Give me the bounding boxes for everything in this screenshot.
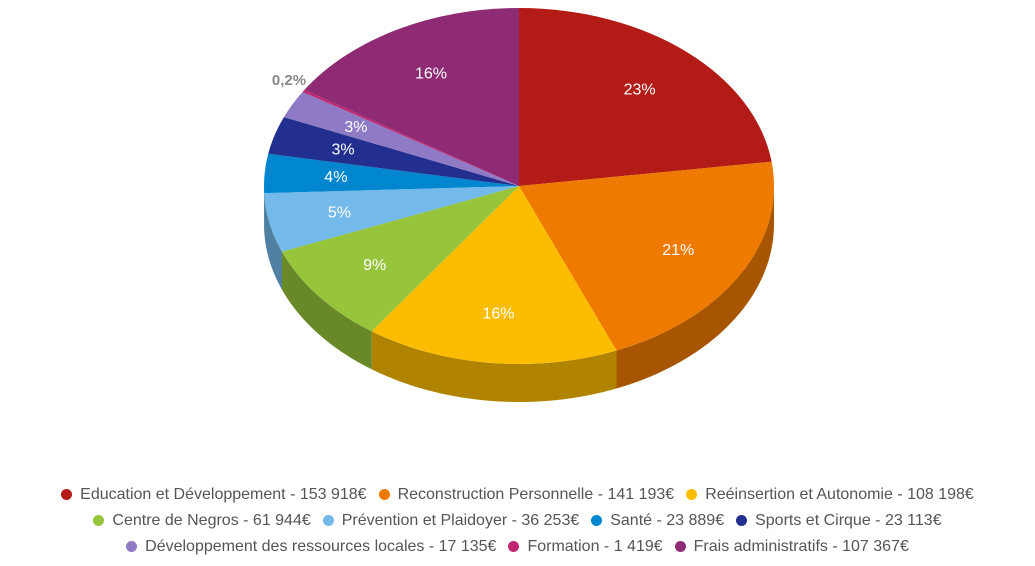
- legend-item[interactable]: Reéinsertion et Autonomie - 108 198€: [686, 482, 974, 508]
- slice-label: 5%: [328, 205, 351, 222]
- legend-dot-icon: [61, 489, 73, 500]
- legend-item[interactable]: Santé - 23 889€: [591, 508, 724, 534]
- pie-slice[interactable]: [519, 8, 772, 186]
- pie-slice-side: [616, 186, 774, 389]
- legend-item[interactable]: Développement des ressources locales - 1…: [126, 534, 496, 560]
- pie-slice[interactable]: [371, 186, 617, 365]
- pie-slice[interactable]: [302, 89, 519, 186]
- pie-slice-side: [281, 251, 372, 370]
- legend-dot-icon: [322, 515, 334, 526]
- legend-label: Frais administratifs - 107 367€: [693, 538, 909, 555]
- legend-item[interactable]: Formation - 1 419€: [508, 534, 663, 560]
- legend: Education et Développement - 153 918€ Rec…: [0, 482, 1035, 560]
- slice-label: 16%: [483, 305, 515, 322]
- pie-slice-side: [264, 193, 282, 290]
- pie-slice[interactable]: [519, 161, 774, 351]
- legend-dot-icon: [93, 515, 105, 526]
- pie-slice[interactable]: [281, 186, 519, 332]
- slice-label: 9%: [363, 257, 386, 274]
- legend-item[interactable]: Sports et Cirque - 23 113€: [736, 508, 942, 534]
- legend-dot-icon: [378, 489, 390, 500]
- legend-label: Santé - 23 889€: [610, 512, 725, 529]
- slice-label: 0,2%: [272, 72, 306, 89]
- legend-label: Développement des ressources locales - 1…: [145, 538, 497, 555]
- pie-slice-side: [371, 331, 617, 402]
- slice-label: 3%: [344, 119, 367, 136]
- pie-slice[interactable]: [264, 153, 519, 194]
- legend-label: Prévention et Plaidoyer - 36 253€: [341, 512, 580, 529]
- slice-label: 21%: [662, 242, 694, 259]
- legend-dot-icon: [736, 515, 748, 526]
- legend-label: Reconstruction Personnelle - 141 193€: [397, 486, 675, 503]
- slice-label: 16%: [415, 66, 447, 83]
- legend-row: Centre de Negros - 61 944€ Prévention et …: [0, 508, 1035, 534]
- legend-row: Développement des ressources locales - 1…: [0, 534, 1035, 560]
- legend-label: Sports et Cirque - 23 113€: [755, 512, 942, 529]
- legend-label: Centre de Negros - 61 944€: [112, 512, 311, 529]
- legend-item[interactable]: Prévention et Plaidoyer - 36 253€: [322, 508, 580, 534]
- pie-chart: 23% 21% 16% 9% 5% 4% 3% 3% 0,2% 16%: [264, 8, 774, 402]
- slice-label: 3%: [332, 141, 355, 158]
- legend-label: Reéinsertion et Autonomie - 108 198€: [705, 486, 974, 503]
- pie-slice[interactable]: [304, 8, 519, 186]
- legend-row: Education et Développement - 153 918€ Rec…: [0, 482, 1035, 508]
- legend-label: Education et Développement - 153 918€: [80, 486, 367, 503]
- pie-slice[interactable]: [264, 186, 519, 252]
- legend-item[interactable]: Frais administratifs - 107 367€: [674, 534, 909, 560]
- legend-dot-icon: [686, 489, 698, 500]
- legend-item[interactable]: Reconstruction Personnelle - 141 193€: [378, 482, 675, 508]
- pie-slice[interactable]: [268, 117, 519, 186]
- slice-label: 23%: [624, 81, 656, 98]
- legend-dot-icon: [591, 515, 603, 526]
- legend-dot-icon: [674, 541, 686, 552]
- legend-dot-icon: [508, 541, 520, 552]
- legend-label: Formation - 1 419€: [527, 538, 663, 555]
- pie-slice[interactable]: [283, 91, 519, 186]
- legend-item[interactable]: Centre de Negros - 61 944€: [93, 508, 311, 534]
- legend-dot-icon: [126, 541, 138, 552]
- legend-item[interactable]: Education et Développement - 153 918€: [61, 482, 367, 508]
- slice-label: 4%: [324, 169, 347, 186]
